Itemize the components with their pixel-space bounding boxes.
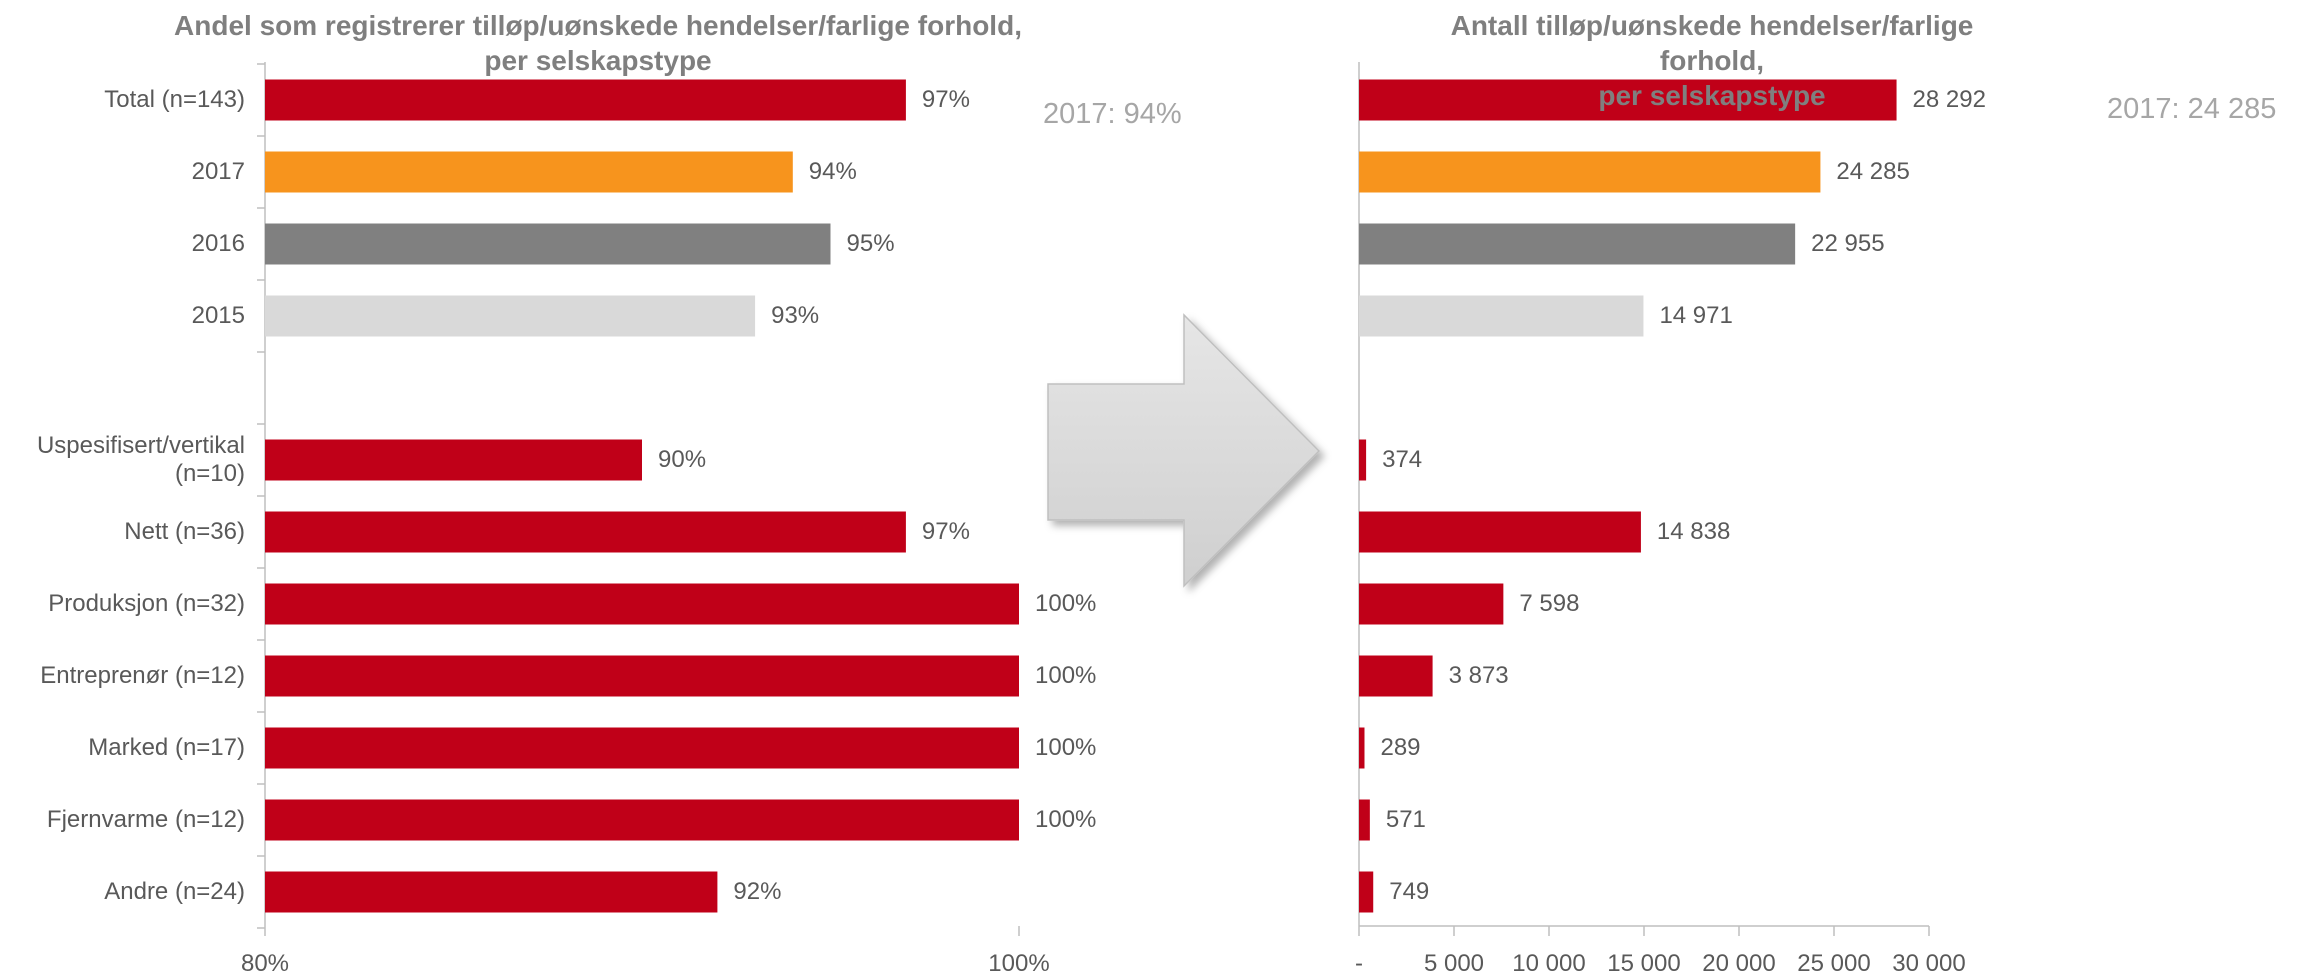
bar <box>265 871 718 913</box>
category-label: Fjernvarme (n=12) <box>46 806 245 833</box>
bar <box>1359 295 1644 337</box>
bar <box>1359 583 1504 625</box>
value-label: 90% <box>658 446 707 473</box>
value-label: 14 838 <box>1656 518 1731 545</box>
value-label: 94% <box>808 158 857 185</box>
value-label: 95% <box>846 230 895 257</box>
x-tick-label: 5 000 <box>1423 950 1485 972</box>
value-label: 14 971 <box>1659 302 1733 329</box>
bar <box>265 439 642 481</box>
value-label: 100% <box>1035 662 1097 689</box>
value-label: 28 292 <box>1912 86 1986 113</box>
bar <box>265 583 1019 625</box>
value-label: 24 285 <box>1836 158 1910 185</box>
category-label: 2016 <box>191 230 245 257</box>
bar <box>1359 799 1370 841</box>
bar <box>265 727 1019 769</box>
bar <box>1359 223 1796 265</box>
x-tick-label: 100% <box>988 950 1050 972</box>
value-label: 7 598 <box>1519 590 1580 617</box>
value-label: 289 <box>1380 734 1421 761</box>
bar <box>1359 655 1433 697</box>
category-label: 2015 <box>191 302 245 329</box>
bar <box>265 223 831 265</box>
category-label: Marked (n=17) <box>88 734 245 761</box>
bar <box>265 655 1019 697</box>
bar <box>265 79 906 121</box>
category-label: Nett (n=36) <box>124 518 245 545</box>
bar <box>265 295 756 337</box>
category-label: Andre (n=24) <box>104 878 245 905</box>
value-label: 22 955 <box>1811 230 1885 257</box>
chart-title: Antall tilløp/uønskede hendelser/farlige… <box>1450 10 1974 111</box>
value-label: 100% <box>1035 734 1097 761</box>
value-label: 749 <box>1389 878 1430 905</box>
category-label: 2017 <box>191 158 245 185</box>
bar <box>1359 151 1821 193</box>
value-label: 374 <box>1382 446 1423 473</box>
annotation: 2017: 24 285 <box>2107 93 2277 125</box>
chart-title: Andel som registrerer tilløp/uønskede he… <box>174 10 1022 76</box>
x-tick-label: - <box>1355 950 1363 972</box>
value-label: 97% <box>921 86 970 113</box>
x-tick-label: 20 000 <box>1702 950 1776 972</box>
value-label: 97% <box>921 518 970 545</box>
annotation: 2017: 94% <box>1043 98 1182 130</box>
bar <box>265 151 793 193</box>
bar <box>265 799 1019 841</box>
x-tick-label: 80% <box>240 950 290 972</box>
value-label: 100% <box>1035 590 1097 617</box>
value-label: 3 873 <box>1448 662 1509 689</box>
value-label: 92% <box>733 878 782 905</box>
arrow <box>1047 313 1321 588</box>
bar <box>1359 79 1897 121</box>
bar <box>1359 727 1365 769</box>
x-tick-label: 30 000 <box>1892 950 1966 972</box>
x-tick-label: 15 000 <box>1607 950 1681 972</box>
category-label: Total (n=143) <box>104 86 245 113</box>
x-tick-label: 25 000 <box>1797 950 1871 972</box>
value-label: 100% <box>1035 806 1097 833</box>
value-label: 93% <box>771 302 820 329</box>
bar <box>265 511 906 553</box>
value-label: 571 <box>1385 806 1426 833</box>
bar <box>1359 511 1641 553</box>
category-label: Uspesifisert/vertikal (n=10) <box>36 432 245 487</box>
category-label: Entreprenør (n=12) <box>40 662 245 689</box>
bar <box>1359 871 1374 913</box>
category-label: Produksjon (n=32) <box>48 590 245 617</box>
x-tick-label: 10 000 <box>1512 950 1586 972</box>
bar <box>1359 439 1367 481</box>
